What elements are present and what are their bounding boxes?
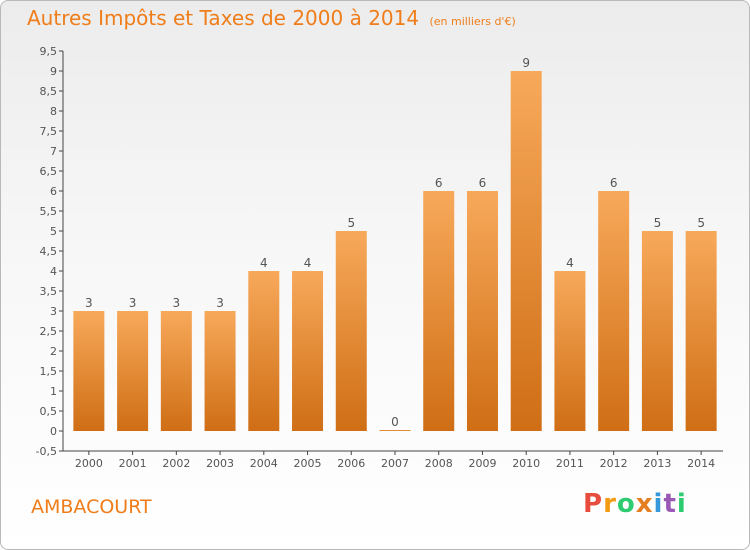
value-label-2007: 0	[391, 415, 399, 429]
bar-2006	[335, 231, 367, 431]
bar-2007	[379, 430, 411, 431]
y-tick-label: 0,5	[40, 405, 58, 418]
value-label-2010: 9	[522, 56, 530, 70]
value-label-2004: 4	[260, 256, 268, 270]
bar-2011	[554, 271, 586, 431]
logo-letter: o	[616, 489, 636, 519]
bar-2014	[685, 231, 717, 431]
y-tick-label: -0,5	[36, 445, 57, 458]
value-label-2014: 5	[697, 216, 705, 230]
bar-2010	[510, 71, 542, 431]
bar-2005	[292, 271, 324, 431]
x-tick-label-2009: 2009	[468, 457, 496, 470]
value-label-2005: 4	[304, 256, 312, 270]
x-tick-label-2004: 2004	[250, 457, 278, 470]
bar-2003	[204, 311, 236, 431]
x-tick-label-2010: 2010	[512, 457, 540, 470]
chart-title: Autres Impôts et Taxes de 2000 à 2014 (e…	[27, 6, 516, 30]
logo-letter: x	[635, 489, 654, 519]
y-tick-label: 3,5	[40, 285, 58, 298]
bar-2002	[160, 311, 192, 431]
chart-unit: (en milliers d'€)	[429, 15, 516, 28]
value-label-2013: 5	[654, 216, 662, 230]
bar-2013	[641, 231, 673, 431]
bar-2000	[73, 311, 105, 431]
logo-letter: r	[603, 489, 617, 519]
x-tick-label-2003: 2003	[206, 457, 234, 470]
value-label-2002: 3	[173, 296, 181, 310]
value-label-2006: 5	[347, 216, 355, 230]
x-tick-label-2002: 2002	[162, 457, 190, 470]
proxiti-logo[interactable]: Proxiti	[583, 489, 687, 519]
y-tick-label: 0	[50, 425, 57, 438]
x-tick-label-2007: 2007	[381, 457, 409, 470]
bar-2008	[423, 191, 455, 431]
y-tick-label: 2	[50, 345, 57, 358]
value-label-2009: 6	[479, 176, 487, 190]
y-tick-label: 4,5	[40, 245, 58, 258]
y-tick-label: 5	[50, 225, 57, 238]
y-tick-label: 9	[50, 65, 57, 78]
y-tick-label: 7,5	[40, 125, 58, 138]
y-tick-label: 9,5	[40, 45, 58, 58]
value-label-2001: 3	[129, 296, 137, 310]
y-tick-label: 2,5	[40, 325, 58, 338]
y-tick-label: 6	[50, 185, 57, 198]
x-tick-label-2013: 2013	[643, 457, 671, 470]
value-label-2003: 3	[216, 296, 224, 310]
bar-2012	[598, 191, 630, 431]
value-label-2008: 6	[435, 176, 443, 190]
x-tick-label-2011: 2011	[556, 457, 584, 470]
chart-title-text: Autres Impôts et Taxes de 2000 à 2014	[27, 6, 420, 30]
logo-letter: P	[583, 489, 604, 519]
x-tick-label-2000: 2000	[75, 457, 103, 470]
x-tick-label-2006: 2006	[337, 457, 365, 470]
bar-2001	[117, 311, 149, 431]
y-tick-label: 1,5	[40, 365, 58, 378]
bar-2004	[248, 271, 280, 431]
y-tick-label: 1	[50, 385, 57, 398]
bar-2009	[466, 191, 498, 431]
value-label-2011: 4	[566, 256, 574, 270]
y-tick-label: 5,5	[40, 205, 58, 218]
x-tick-label-2012: 2012	[600, 457, 628, 470]
y-tick-label: 3	[50, 305, 57, 318]
logo-letter: i	[676, 489, 687, 519]
commune-name: AMBACOURT	[31, 496, 152, 518]
y-tick-label: 6,5	[40, 165, 58, 178]
y-tick-label: 8,5	[40, 85, 58, 98]
x-tick-label-2014: 2014	[687, 457, 715, 470]
y-tick-label: 4	[50, 265, 57, 278]
y-tick-label: 8	[50, 105, 57, 118]
value-label-2012: 6	[610, 176, 618, 190]
logo-letter: i	[653, 489, 664, 519]
y-tick-label: 7	[50, 145, 57, 158]
logo-letter: t	[663, 489, 677, 519]
value-label-2000: 3	[85, 296, 93, 310]
x-tick-label-2008: 2008	[425, 457, 453, 470]
x-tick-label-2001: 2001	[119, 457, 147, 470]
x-tick-label-2005: 2005	[294, 457, 322, 470]
